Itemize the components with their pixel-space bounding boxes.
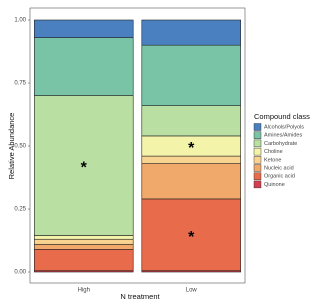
- legend-swatch: [253, 172, 262, 180]
- legend-swatch: [253, 123, 262, 131]
- legend-label: Nucleic acid: [264, 165, 294, 171]
- legend-swatch: [253, 147, 262, 156]
- y-tick-label: 0.50: [14, 144, 26, 150]
- legend-swatch: [253, 156, 262, 164]
- y-tick-label: 0.75: [14, 81, 26, 87]
- bar-segment: [33, 243, 134, 250]
- bar-segment: [33, 19, 134, 38]
- legend-label: Organic acid: [264, 174, 295, 180]
- bar-segment: [141, 105, 242, 137]
- annotation: *: [188, 229, 195, 246]
- legend-label: Ketone: [264, 157, 281, 163]
- legend-swatch: [253, 164, 262, 172]
- y-tick-label: 1.00: [14, 18, 26, 24]
- y-tick-label: 0.00: [14, 270, 26, 276]
- y-axis-label: Relative Abundance: [7, 113, 16, 180]
- legend-label: Amines/Amides: [264, 133, 302, 139]
- legend-swatch: [253, 139, 262, 148]
- bar-segment: [141, 19, 242, 46]
- bar-segment: [141, 198, 242, 272]
- bar-segment: [33, 238, 134, 245]
- legend-label: Carbohydrate: [264, 141, 297, 147]
- annotation: *: [188, 140, 195, 157]
- legend-title: Compound class: [254, 112, 310, 121]
- x-tick-label: Low: [186, 288, 198, 294]
- bar-segment: [141, 44, 242, 106]
- bar-segment: [33, 235, 134, 240]
- legend-label: Quinone: [264, 182, 285, 188]
- bar-segment: [33, 95, 134, 236]
- x-axis-label: N treatment: [120, 292, 160, 301]
- bar-segment: [141, 163, 242, 200]
- legend-swatch: [253, 131, 262, 139]
- bar-segment: [33, 37, 134, 96]
- bar-segment: [33, 249, 134, 272]
- legend-swatch: [253, 180, 262, 189]
- legend-label: Alcohols/Polyols: [264, 124, 304, 130]
- y-tick-label: 0.25: [14, 207, 26, 213]
- annotation: *: [81, 160, 88, 177]
- x-tick-label: High: [78, 288, 90, 294]
- legend-label: Choline: [264, 149, 283, 155]
